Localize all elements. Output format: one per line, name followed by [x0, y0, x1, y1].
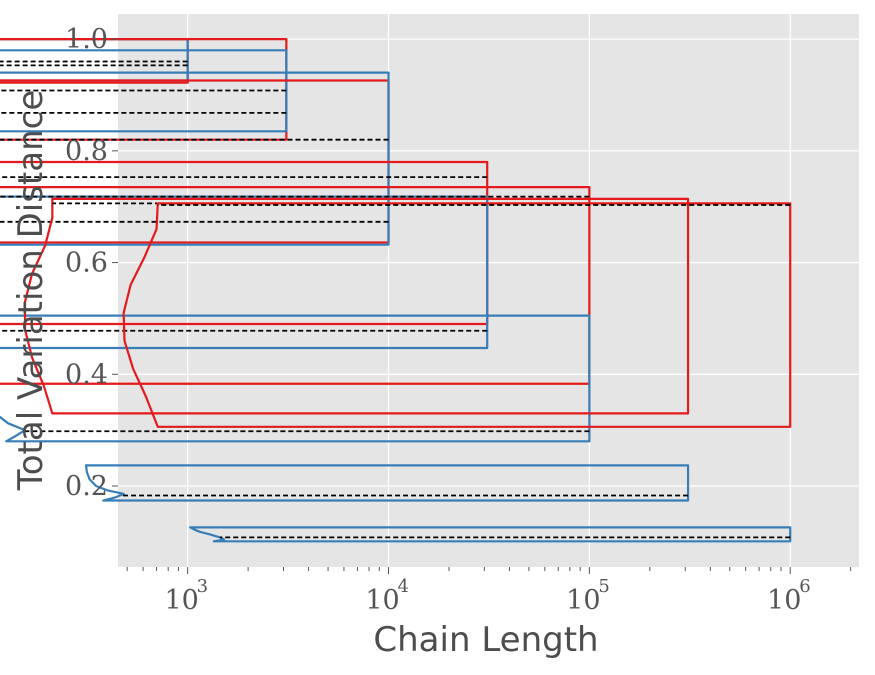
y-tick-label: 0.4 — [65, 359, 108, 390]
plot-area — [118, 14, 859, 567]
x-minor-ticks — [126, 567, 852, 571]
violin-group — [0, 71, 390, 246]
violin-group — [0, 38, 288, 141]
x-tick-labels: 103 104 105 106 — [164, 567, 811, 616]
x-tick-label: 10 — [566, 585, 600, 616]
x-axis-title: Chain Length — [373, 620, 598, 660]
x-tick-exponent: 6 — [799, 576, 810, 597]
violin-left-half — [122, 202, 792, 428]
y-tick-labels: 0.2 0.4 0.6 0.8 1.0 — [65, 24, 118, 502]
y-tick-label: 0.8 — [65, 136, 108, 167]
violin-left-half — [0, 186, 591, 385]
y-tick-label: 0.6 — [65, 248, 108, 279]
y-tick-label: 1.0 — [65, 24, 108, 55]
x-tick-label: 10 — [365, 585, 399, 616]
violin-group — [0, 160, 489, 350]
x-tick-label: 10 — [164, 585, 198, 616]
x-tick-exponent: 5 — [598, 576, 609, 597]
violin-right-half — [0, 314, 591, 443]
violin-series — [0, 38, 792, 543]
y-tick-label: 0.2 — [65, 471, 108, 502]
y-axis-title: Total Variation Distance — [11, 90, 51, 492]
violin-right-half — [84, 464, 690, 502]
x-tick-exponent: 4 — [398, 576, 409, 597]
violin-right-half — [189, 526, 792, 543]
x-tick-label: 10 — [767, 585, 801, 616]
violin-left-half — [23, 197, 690, 415]
violin-group — [0, 186, 591, 443]
x-tick-exponent: 3 — [197, 576, 208, 597]
violin-group — [122, 202, 792, 543]
